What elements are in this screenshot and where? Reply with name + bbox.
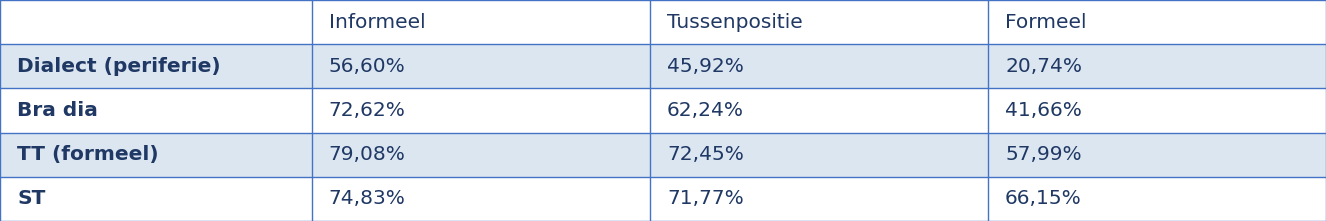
Text: 79,08%: 79,08% — [329, 145, 406, 164]
Bar — [0, 133, 312, 177]
Text: Dialect (periferie): Dialect (periferie) — [17, 57, 221, 76]
Text: 62,24%: 62,24% — [667, 101, 744, 120]
Bar — [988, 44, 1326, 88]
Bar — [312, 133, 650, 177]
Bar — [312, 88, 650, 133]
Bar — [312, 0, 650, 44]
Text: 56,60%: 56,60% — [329, 57, 406, 76]
Text: 20,74%: 20,74% — [1005, 57, 1082, 76]
Bar — [650, 44, 988, 88]
Text: 41,66%: 41,66% — [1005, 101, 1082, 120]
Bar — [988, 88, 1326, 133]
Bar — [650, 88, 988, 133]
Bar — [650, 133, 988, 177]
Text: Informeel: Informeel — [329, 13, 426, 32]
Bar — [312, 177, 650, 221]
Text: Bra dia: Bra dia — [17, 101, 98, 120]
Text: 72,62%: 72,62% — [329, 101, 406, 120]
Bar — [0, 0, 312, 44]
Text: 72,45%: 72,45% — [667, 145, 744, 164]
Text: 66,15%: 66,15% — [1005, 189, 1082, 208]
Text: 71,77%: 71,77% — [667, 189, 744, 208]
Text: Formeel: Formeel — [1005, 13, 1086, 32]
Bar — [988, 177, 1326, 221]
Bar — [0, 88, 312, 133]
Text: 74,83%: 74,83% — [329, 189, 406, 208]
Text: ST: ST — [17, 189, 45, 208]
Text: TT (formeel): TT (formeel) — [17, 145, 159, 164]
Bar — [0, 177, 312, 221]
Bar — [312, 44, 650, 88]
Bar — [650, 0, 988, 44]
Bar — [0, 44, 312, 88]
Text: 57,99%: 57,99% — [1005, 145, 1082, 164]
Bar — [650, 177, 988, 221]
Bar — [988, 133, 1326, 177]
Text: 45,92%: 45,92% — [667, 57, 744, 76]
Bar — [988, 0, 1326, 44]
Text: Tussenpositie: Tussenpositie — [667, 13, 802, 32]
